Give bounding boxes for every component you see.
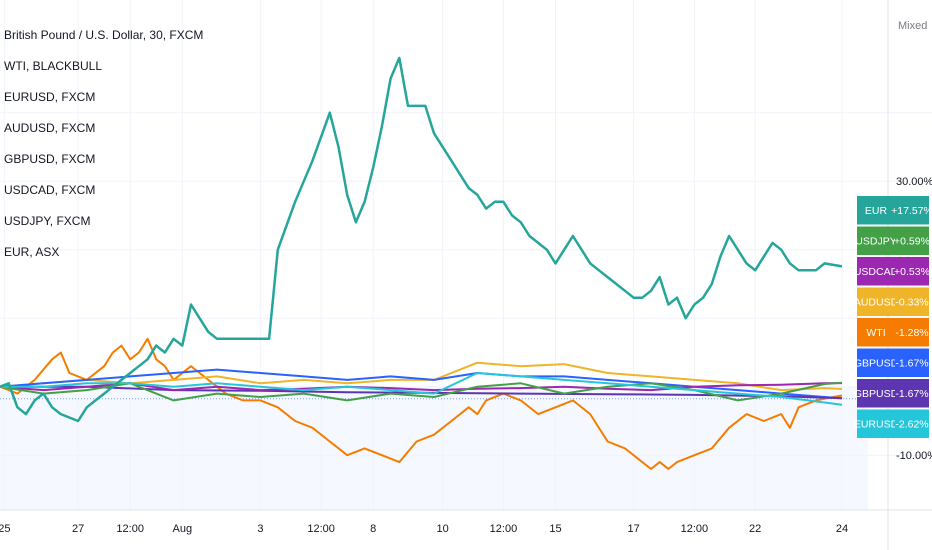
series-value-label-7: -2.62% <box>895 419 928 431</box>
series-value-box-5 <box>895 348 929 377</box>
x-tick-label-8: 12:00 <box>490 523 518 535</box>
series-name-box-3 <box>857 287 895 316</box>
legend-item-eur-asx[interactable]: EUR, ASX <box>4 245 60 259</box>
baseline-area <box>0 386 868 510</box>
series-name-box-7 <box>857 409 895 438</box>
x-tick-label-4: 3 <box>257 523 263 535</box>
legend-item-gbpusd[interactable]: GBPUSD, FXCM <box>4 152 96 166</box>
x-tick-label-9: 15 <box>549 523 561 535</box>
series-line-usdjpy-1 <box>0 381 843 402</box>
series-line-usdcad-2 <box>0 382 843 392</box>
series-value-label-3: -0.33% <box>895 297 928 309</box>
y-tick-label-0: 30.00% <box>896 176 932 188</box>
series-value-label-5: -1.67% <box>895 358 928 370</box>
series-name-box-6 <box>857 379 895 408</box>
x-tick-label-10: 17 <box>628 523 640 535</box>
series-line-gbpusd-5 <box>0 368 843 400</box>
series-value-label-2: +0.53% <box>894 266 930 278</box>
series-value-label-0: +17.57% <box>891 205 932 217</box>
series-name-label-1: USDJPY <box>855 236 896 248</box>
series-name-label-0: EUR <box>865 205 888 217</box>
series-value-label-1: +0.59% <box>894 236 930 248</box>
series-value-label-4: -1.28% <box>895 327 928 339</box>
x-tick-label-1: 27 <box>72 523 84 535</box>
legend-item-usdcad[interactable]: USDCAD, FXCM <box>4 183 96 197</box>
series-name-label-3: AUDUSD <box>854 297 899 309</box>
scale-mode-label[interactable]: Mixed <box>898 20 928 32</box>
series-value-box-6 <box>895 379 929 408</box>
series-name-box-2 <box>857 257 895 286</box>
x-tick-label-5: 12:00 <box>307 523 335 535</box>
series-name-box-4 <box>857 318 895 347</box>
series-name-box-0 <box>857 196 895 225</box>
series-name-label-2: USDCAD <box>854 266 899 278</box>
series-name-box-1 <box>857 226 895 255</box>
legend-item-wti[interactable]: WTI, BLACKBULL <box>4 59 103 73</box>
chart-legend: British Pound / U.S. Dollar, 30, FXCM WT… <box>4 20 203 268</box>
series-name-label-7: EURUSD <box>854 419 899 431</box>
series-value-box-1 <box>895 226 929 255</box>
series-value-box-7 <box>895 409 929 438</box>
series-value-box-4 <box>895 318 929 347</box>
x-tick-label-0: 25 <box>0 523 10 535</box>
series-line-eurusd-7 <box>0 372 843 406</box>
series-name-label-4: WTI <box>866 327 885 339</box>
x-tick-label-13: 24 <box>836 523 848 535</box>
series-line-eur-0 <box>0 56 843 423</box>
series-value-box-3 <box>895 287 929 316</box>
x-tick-label-3: Aug <box>172 523 192 535</box>
legend-item-audusd[interactable]: AUDUSD, FXCM <box>4 121 96 135</box>
x-tick-label-7: 10 <box>437 523 449 535</box>
x-tick-label-6: 8 <box>370 523 376 535</box>
legend-item-main-symbol[interactable]: British Pound / U.S. Dollar, 30, FXCM <box>4 28 204 42</box>
legend-item-usdjpy[interactable]: USDJPY, FXCM <box>4 214 91 228</box>
series-line-wti-4 <box>0 337 843 470</box>
x-tick-label-11: 12:00 <box>681 523 709 535</box>
series-value-box-0 <box>895 196 929 225</box>
y-tick-label-1: -10.00% <box>896 450 932 462</box>
x-tick-label-2: 12:00 <box>116 523 144 535</box>
series-name-box-5 <box>857 348 895 377</box>
legend-item-eurusd[interactable]: EURUSD, FXCM <box>4 90 96 104</box>
x-tick-label-12: 22 <box>749 523 761 535</box>
series-name-label-6: GBPUSD <box>854 388 899 400</box>
series-value-box-2 <box>895 257 929 286</box>
series-name-label-5: GBPUSD <box>854 358 899 370</box>
series-value-label-6: -1.67% <box>895 388 928 400</box>
